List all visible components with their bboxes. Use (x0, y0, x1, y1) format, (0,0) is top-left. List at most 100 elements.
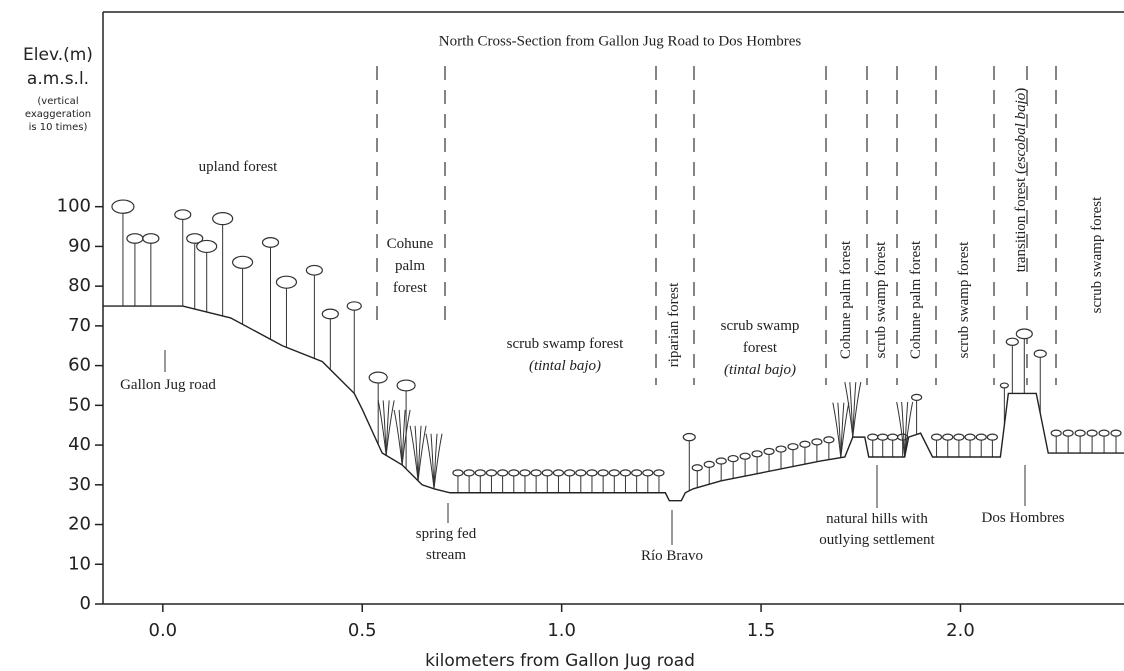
annotation: Cohune palm forest (908, 240, 924, 359)
tree-crown (823, 436, 835, 444)
tree-crown (799, 440, 811, 448)
annotation: transition forest (escobal bajo) (1013, 88, 1029, 273)
y-tick-label: 40 (68, 434, 91, 455)
annotation: Dos Hombres (982, 510, 1065, 526)
annotation-line: Cohune (387, 236, 434, 252)
annotation-part: transition forest ( (1013, 169, 1029, 272)
annotation-line: forest (743, 340, 778, 356)
x-tick-label: 0.0 (149, 620, 178, 641)
annotation-line: (tintal bajo) (724, 362, 796, 378)
tree-crown (186, 233, 204, 244)
annotation: Río Bravo (641, 548, 703, 564)
tree-crown (703, 460, 715, 468)
y-axis-label: a.m.s.l. (27, 69, 89, 89)
y-axis-label: is 10 times) (29, 122, 88, 133)
palm-frond (401, 409, 411, 465)
annotation-line: scrub swamp forest (873, 241, 889, 358)
annotation: scrub swamp forest (873, 241, 889, 358)
palm-frond (382, 400, 387, 456)
palm-frond (840, 402, 850, 458)
annotation: scrub swamp forest (tintal bajo) (721, 318, 800, 378)
annotation: Cohune palm forest (838, 240, 854, 359)
palm-frond (840, 402, 845, 458)
y-tick-label: 50 (68, 394, 91, 415)
tree-crown (715, 457, 727, 465)
palm-frond (430, 433, 435, 489)
annotation-line: natural hills with (826, 511, 928, 527)
y-tick-label: 20 (68, 514, 91, 535)
y-tick-label: 100 (57, 196, 91, 217)
annotation-line: scrub swamp (721, 318, 800, 334)
tree-crown (497, 469, 509, 477)
x-axis-label: kilometers from Gallon Jug road (425, 651, 695, 671)
tree-crown (231, 255, 254, 269)
tree-crown (305, 264, 323, 276)
annotation-line: upland forest (199, 159, 279, 175)
tree-crown (552, 469, 565, 477)
tree-crown (196, 239, 218, 254)
tree-crown (751, 450, 763, 458)
annotation-line: Cohune palm forest (838, 240, 854, 359)
palm-frond (852, 382, 857, 438)
tree-crown (953, 433, 965, 441)
annotation-line: Cohune palm forest (908, 240, 924, 359)
tree-crown (485, 469, 498, 477)
tree-crown (763, 447, 775, 456)
palm-frond (401, 409, 406, 465)
tree-crown (597, 469, 609, 477)
tree-crown (586, 469, 598, 477)
annotation-line: scrub swamp forest (956, 241, 972, 358)
palm-frond (398, 409, 403, 465)
x-tick-label: 0.5 (348, 620, 377, 641)
y-axis-label: (vertical (37, 96, 78, 107)
tree-crown (930, 433, 943, 441)
palm-frond (385, 400, 395, 456)
tree-crown (975, 433, 987, 441)
tree-crown (474, 469, 486, 477)
y-tick-label: 70 (68, 315, 91, 336)
tree-crown (867, 433, 879, 441)
palm-frond (433, 433, 438, 489)
tree-crown (1005, 337, 1019, 346)
palm-frond (385, 400, 390, 456)
tree-crown (1074, 429, 1086, 437)
tree-crown (942, 433, 954, 441)
x-tick-label: 1.5 (747, 620, 776, 641)
tree-crown (261, 237, 280, 248)
y-tick-label: 0 (80, 593, 91, 614)
annotation: Cohune palm forest (387, 236, 434, 296)
tree-crown (811, 438, 823, 446)
y-tick-label: 90 (68, 235, 91, 256)
tree-crown (1033, 349, 1047, 358)
tree-crown (519, 469, 531, 477)
tree-crown (212, 212, 234, 226)
x-tick-label: 1.0 (547, 620, 576, 641)
tree-crown (877, 433, 889, 441)
tree-crown (346, 301, 362, 311)
tree-crown (396, 379, 416, 392)
annotation-line: stream (426, 547, 466, 563)
annotation: Gallon Jug road (120, 377, 216, 393)
x-tick-label: 2.0 (946, 620, 975, 641)
tree-crown (986, 433, 998, 441)
palm-frond (417, 425, 422, 481)
tree-crown (321, 308, 339, 320)
y-tick-label: 80 (68, 275, 91, 296)
tree-crown (1062, 429, 1074, 437)
tree-crown (691, 464, 703, 472)
y-tick-label: 30 (68, 474, 91, 495)
tree-crown (111, 199, 135, 214)
annotation: scrub swamp forest (956, 241, 972, 358)
palm-frond (433, 433, 443, 489)
annotation-line: palm (395, 258, 425, 274)
tree-crown (608, 469, 620, 477)
annotation: spring fed stream (416, 526, 477, 563)
tree-crown (775, 445, 787, 453)
annotation: natural hills with outlying settlement (819, 511, 935, 548)
annotation-line: (tintal bajo) (529, 358, 601, 374)
tree-crown (126, 233, 144, 244)
annotation-line: Dos Hombres (982, 510, 1065, 526)
annotation-line: forest (393, 280, 428, 296)
tree-crown (1086, 429, 1098, 437)
